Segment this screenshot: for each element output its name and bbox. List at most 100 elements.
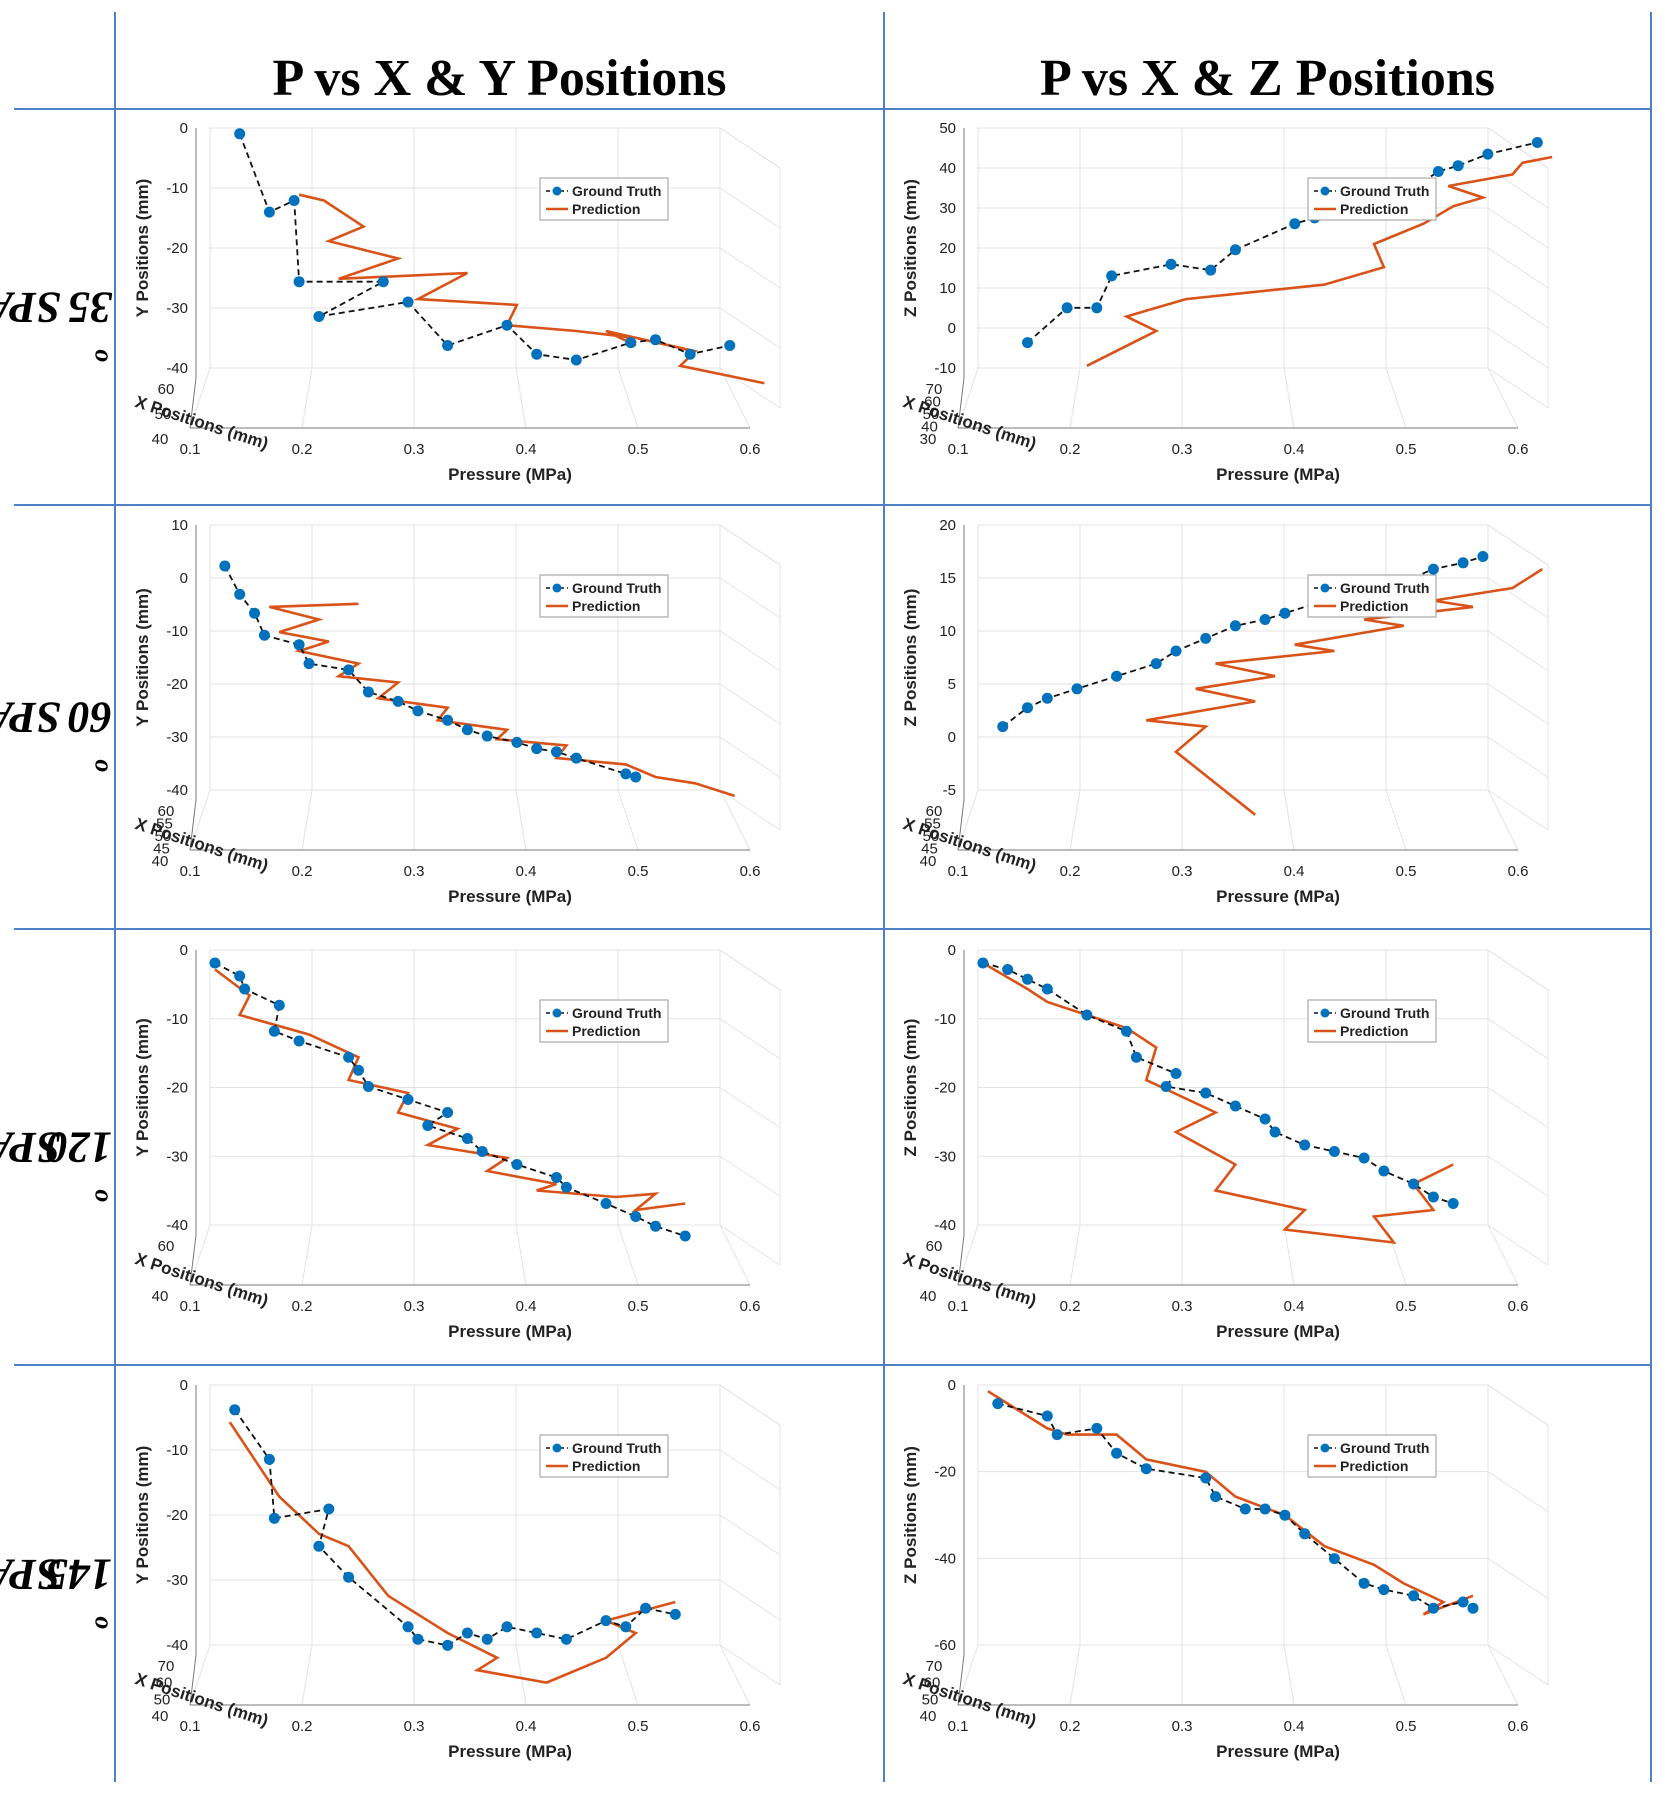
ground-truth-point bbox=[209, 957, 221, 969]
ground-truth-series-line bbox=[238, 133, 730, 361]
y-tick-label: -20 bbox=[166, 240, 188, 257]
side-grid-line bbox=[719, 1514, 781, 1556]
legend-prediction-label: Prediction bbox=[1340, 201, 1408, 217]
ground-truth-point bbox=[1477, 551, 1489, 562]
legend-ground-truth-label: Ground Truth bbox=[572, 1440, 661, 1456]
ground-truth-point bbox=[1041, 1410, 1053, 1422]
ground-truth-point bbox=[1427, 1191, 1439, 1203]
y-tick-label: -10 bbox=[166, 623, 188, 640]
ground-truth-point bbox=[977, 957, 989, 969]
floor-grid-line bbox=[301, 367, 313, 429]
back-wall bbox=[977, 1384, 1489, 1646]
side-grid-line bbox=[1487, 287, 1549, 329]
ground-truth-point bbox=[1200, 1087, 1212, 1099]
ground-truth-point bbox=[1531, 137, 1543, 148]
ground-truth-point bbox=[392, 695, 404, 707]
ground-truth-point bbox=[1111, 1447, 1123, 1459]
ground-truth-point bbox=[343, 664, 355, 676]
floor-grid-line bbox=[1283, 1224, 1295, 1286]
floor-grid-line bbox=[1069, 1644, 1081, 1706]
floor-grid-line bbox=[719, 367, 751, 429]
row-label-angle: 60 bbox=[67, 692, 112, 742]
ground-truth-point bbox=[402, 296, 414, 308]
ground-truth-point bbox=[1279, 607, 1291, 619]
x-tick-label: 0.3 bbox=[1172, 1718, 1193, 1735]
ground-truth-point bbox=[412, 705, 424, 717]
floor-grid-line bbox=[1283, 789, 1295, 851]
ground-truth-point bbox=[234, 970, 246, 982]
ground-truth-point bbox=[249, 607, 261, 619]
legend: Ground Truth Prediction bbox=[539, 574, 669, 618]
y-tick-label: 0 bbox=[180, 120, 188, 137]
x-tick-label: 0.3 bbox=[1172, 441, 1193, 458]
depth-tick-label: 40 bbox=[920, 1708, 937, 1725]
side-wall-top bbox=[719, 524, 781, 566]
legend-box bbox=[539, 999, 669, 1043]
ground-truth-point bbox=[650, 1220, 661, 1232]
ground-truth-point bbox=[1022, 702, 1033, 714]
floor-grid-line bbox=[1069, 789, 1081, 851]
x-tick-label: 0.3 bbox=[404, 863, 425, 880]
floor-grid-line bbox=[719, 1224, 751, 1286]
legend-box bbox=[1307, 574, 1437, 618]
table-hline-row3 bbox=[14, 1364, 1652, 1366]
legend-ground-truth-marker bbox=[552, 1443, 562, 1453]
floor-grid-line bbox=[189, 789, 211, 851]
legend-ground-truth-marker bbox=[1320, 583, 1330, 593]
legend: Ground Truth Prediction bbox=[1307, 1434, 1437, 1478]
ground-truth-point bbox=[293, 639, 305, 651]
y-tick-label: 0 bbox=[180, 942, 188, 959]
x-axis-label: Pressure (MPa) bbox=[448, 465, 572, 484]
depth-tick-label: 70 bbox=[158, 1658, 175, 1675]
legend-prediction-label: Prediction bbox=[1340, 1458, 1408, 1474]
depth-tick-label: 60 bbox=[924, 1675, 941, 1692]
grid-layer bbox=[957, 524, 1549, 851]
y-tick-label: 20 bbox=[939, 517, 956, 534]
ground-truth-point bbox=[362, 1081, 374, 1092]
floor-grid-line bbox=[617, 1644, 639, 1706]
depth-tick-label: 40 bbox=[920, 1288, 937, 1305]
legend-box bbox=[539, 177, 669, 221]
ground-truth-point bbox=[625, 337, 637, 349]
x-tick-label: 0.4 bbox=[1284, 1718, 1305, 1735]
depth-tick-label: 45 bbox=[921, 841, 938, 858]
row-label-degree: o bbox=[83, 1615, 113, 1629]
prediction-series-line bbox=[982, 961, 1454, 1245]
ground-truth-point bbox=[1432, 166, 1444, 177]
ground-truth-point bbox=[1022, 973, 1033, 985]
depth-tick-label: 50 bbox=[155, 828, 172, 845]
grid-layer bbox=[957, 127, 1549, 429]
side-grid-line bbox=[719, 1644, 781, 1686]
ground-truth-point bbox=[353, 1064, 364, 1076]
ground-truth-point bbox=[442, 340, 454, 351]
x-tick-label: 0.1 bbox=[180, 1298, 201, 1315]
floor-grid-line bbox=[957, 1644, 979, 1706]
x-tick-label: 0.3 bbox=[404, 1298, 425, 1315]
depth-tick-label: 55 bbox=[924, 816, 941, 833]
x-axis-label: Pressure (MPa) bbox=[1216, 1322, 1340, 1341]
floor-grid-line bbox=[1385, 1644, 1407, 1706]
x-tick-label: 0.2 bbox=[1060, 1298, 1081, 1315]
ground-truth-point bbox=[511, 736, 523, 748]
side-grid-line bbox=[719, 1224, 781, 1266]
legend-ground-truth-marker bbox=[552, 1008, 562, 1018]
ground-truth-point bbox=[1081, 1009, 1093, 1021]
side-grid-line bbox=[719, 1087, 781, 1128]
side-grid-line bbox=[1487, 736, 1549, 778]
ground-truth-point bbox=[724, 340, 736, 351]
column-title-xy: P vs X & Y Positions bbox=[272, 49, 727, 107]
x-tick-label: 0.2 bbox=[292, 1718, 313, 1735]
depth-tick-label: 60 bbox=[156, 1675, 173, 1692]
table-vline-middle bbox=[883, 12, 885, 1782]
ground-truth-point bbox=[1165, 258, 1177, 270]
x-tick-label: 0.5 bbox=[1396, 863, 1417, 880]
side-grid-line bbox=[1487, 577, 1549, 619]
ground-truth-point bbox=[560, 1633, 572, 1645]
y-tick-label: 0 bbox=[180, 1377, 188, 1394]
depth-tick-label: 40 bbox=[920, 853, 937, 870]
ground-truth-point bbox=[268, 1512, 280, 1524]
row-label-degree: o bbox=[83, 1188, 113, 1202]
ground-truth-point bbox=[1121, 1025, 1132, 1037]
